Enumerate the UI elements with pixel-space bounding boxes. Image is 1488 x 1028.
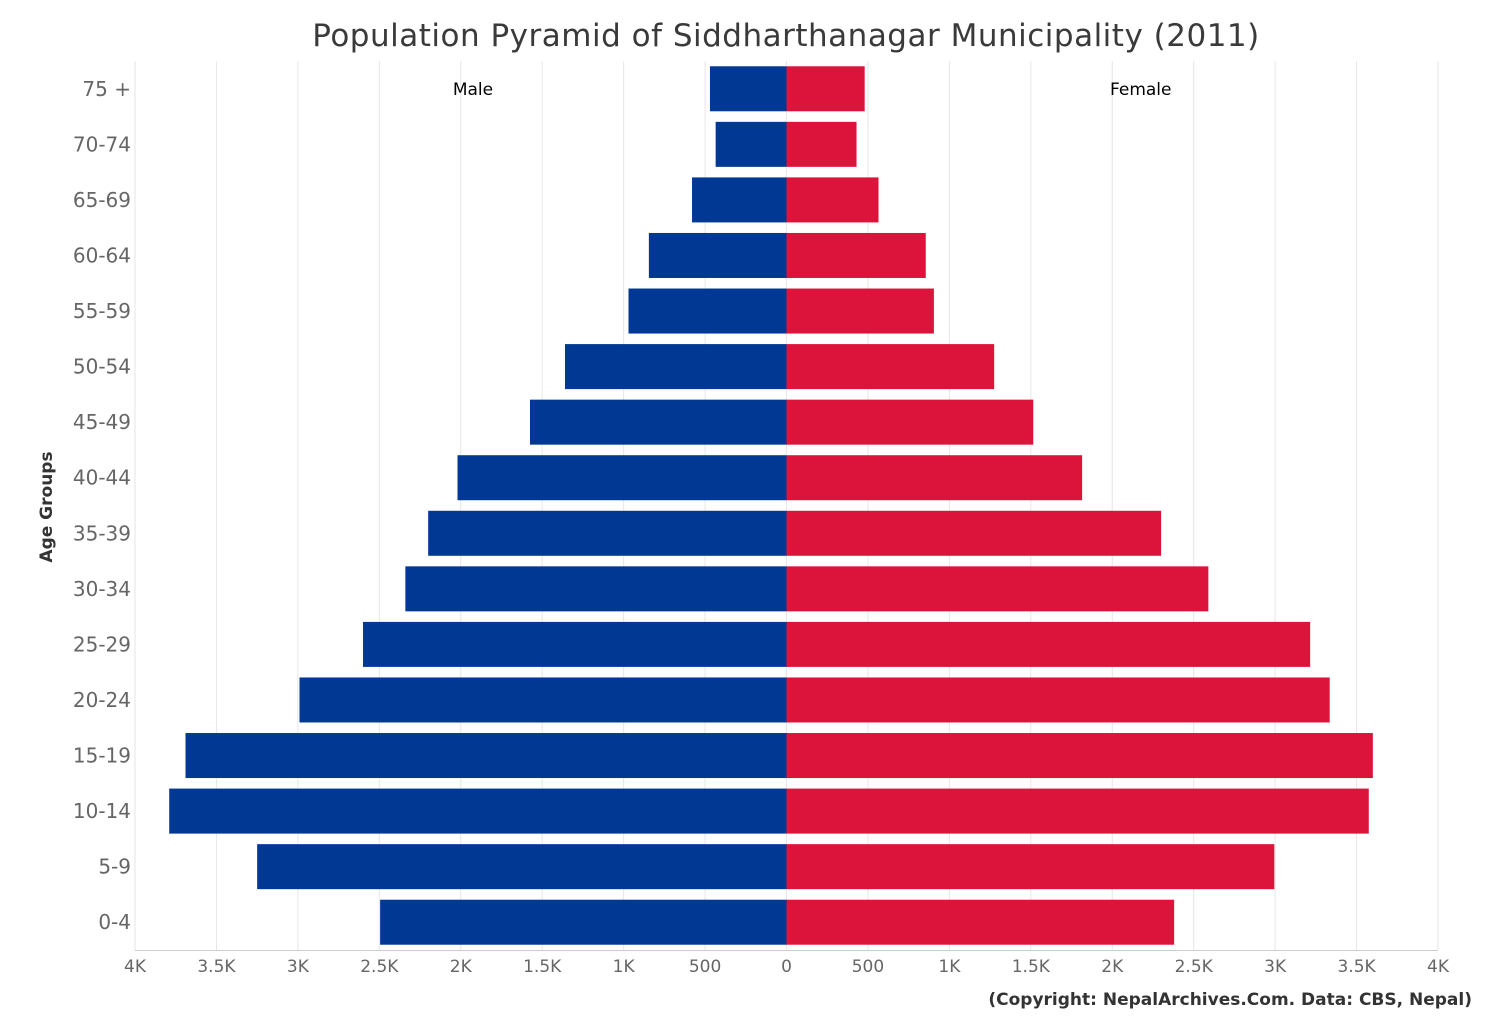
x-tick-label: 2K [450, 957, 473, 977]
x-tick-label: 3K [287, 957, 310, 977]
y-tick-label: 0-4 [98, 910, 131, 934]
chart-title: Population Pyramid of Siddharthanagar Mu… [312, 18, 1260, 54]
bar-female-13 [786, 788, 1369, 834]
legend-female-label: Female [1110, 80, 1171, 100]
x-tick-label: 4K [124, 957, 147, 977]
bar-male-14 [257, 844, 787, 890]
bar-female-6 [786, 399, 1034, 445]
x-tick-label: 3.5K [1337, 957, 1376, 977]
y-tick-label: 15-19 [73, 744, 131, 768]
bar-female-3 [786, 232, 926, 278]
x-tick-label: 3K [1264, 957, 1287, 977]
bar-female-11 [786, 677, 1330, 723]
bar-female-9 [786, 566, 1209, 612]
x-tick-label: 500 [689, 957, 721, 977]
x-tick-label: 1.5K [523, 957, 562, 977]
y-tick-label: 45-49 [73, 410, 131, 434]
bar-male-11 [299, 677, 787, 723]
bar-female-2 [786, 177, 879, 223]
x-tick-label: 4K [1427, 957, 1450, 977]
x-tick-label: 500 [852, 957, 884, 977]
bar-male-5 [564, 344, 787, 390]
legend-male-label: Male [453, 80, 493, 100]
y-tick-label: 20-24 [73, 688, 131, 712]
y-tick-label: 35-39 [73, 521, 131, 545]
bar-male-4 [628, 288, 787, 334]
x-tick-label: 2.5K [360, 957, 399, 977]
bar-female-0 [786, 66, 865, 112]
y-tick-label: 5-9 [98, 855, 131, 879]
y-tick-label: 40-44 [73, 466, 131, 490]
x-tick-label: 1K [613, 957, 636, 977]
bar-male-7 [457, 455, 787, 501]
y-tick-label: 60-64 [73, 243, 131, 267]
y-tick-label: 30-34 [73, 577, 131, 601]
y-tick-label: 65-69 [73, 188, 131, 212]
y-tick-label: 25-29 [73, 632, 131, 656]
x-tick-label: 2.5K [1175, 957, 1214, 977]
bar-female-1 [786, 121, 857, 167]
x-tick-label: 1K [938, 957, 961, 977]
copyright-note: (Copyright: NepalArchives.Com. Data: CBS… [988, 990, 1472, 1010]
bar-male-3 [648, 232, 787, 278]
bar-male-6 [529, 399, 787, 445]
x-tick-label: 2K [1101, 957, 1124, 977]
y-axis-label: Age Groups [37, 451, 57, 563]
bar-female-8 [786, 510, 1162, 556]
bar-male-1 [715, 121, 787, 167]
bar-female-14 [786, 844, 1275, 890]
bar-male-9 [405, 566, 787, 612]
bar-male-12 [185, 733, 787, 779]
bar-female-15 [786, 899, 1175, 945]
y-tick-label: 50-54 [73, 355, 131, 379]
x-tick-label: 0 [781, 957, 792, 977]
y-tick-label: 10-14 [73, 799, 131, 823]
bar-female-12 [786, 733, 1373, 779]
x-tick-label: 3.5K [197, 957, 236, 977]
bar-male-13 [169, 788, 787, 834]
bar-male-8 [428, 510, 787, 556]
bar-male-0 [709, 66, 787, 112]
bar-male-10 [363, 621, 787, 667]
bar-male-2 [692, 177, 787, 223]
x-tick-label: 1.5K [1012, 957, 1051, 977]
y-tick-label: 55-59 [73, 299, 131, 323]
bar-female-7 [786, 455, 1083, 501]
bar-female-4 [786, 288, 934, 334]
y-tick-label: 70-74 [73, 132, 131, 156]
bar-female-10 [786, 621, 1311, 667]
y-tick-label: 75 + [82, 77, 131, 101]
bar-male-15 [380, 899, 787, 945]
bar-female-5 [786, 344, 995, 390]
